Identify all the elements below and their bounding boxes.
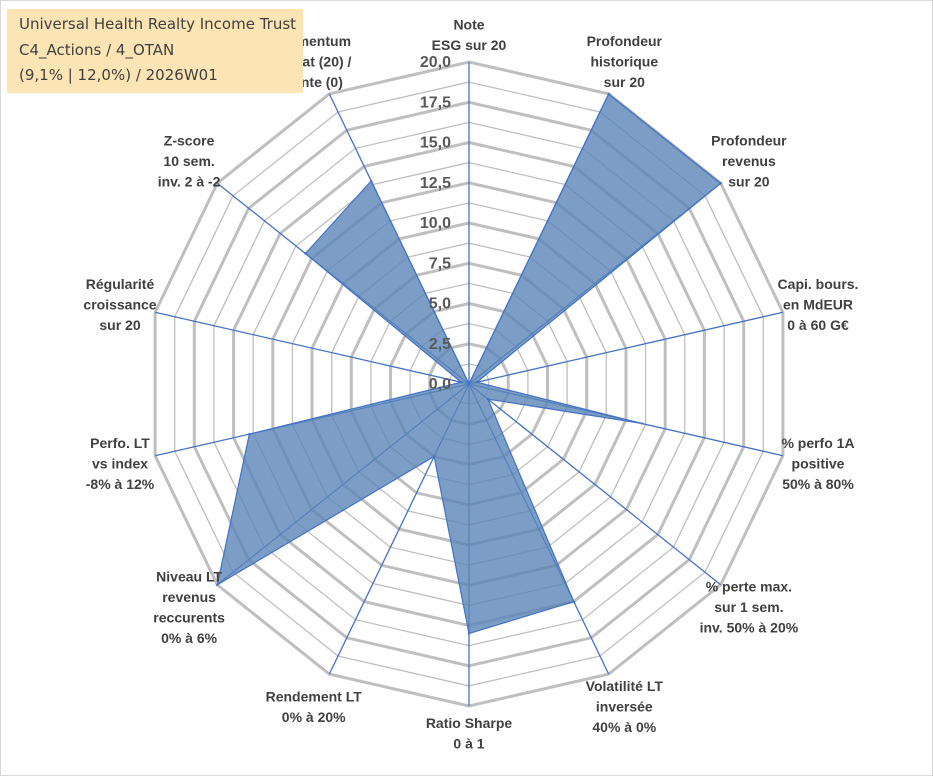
axis-label: Rendement LT 0% à 20%	[266, 688, 363, 725]
axis-label-line: -8% à 12%	[86, 476, 155, 492]
chart-period: (9,1% | 12,0%) / 2026W01	[19, 66, 218, 84]
axis-label-line: Volatilité LT	[586, 678, 664, 694]
axis-label-line: historique	[590, 54, 658, 70]
chart-subtitle: C4_Actions / 4_OTAN	[19, 41, 175, 59]
axis-label-line: Ratio Sharpe	[426, 715, 513, 731]
tick-label: 12,5	[420, 175, 451, 192]
axis-label-line: croissance	[83, 296, 156, 312]
axis-label-line: inv. 50% à 20%	[700, 620, 799, 636]
axis-label-line: Capi. bours.	[778, 276, 859, 292]
tick-label: 2,5	[429, 336, 451, 353]
axis-label: % perfo 1A positive 50% à 80%	[781, 435, 854, 492]
axis-label-line: inv. 2 à -2	[158, 173, 221, 189]
data-point	[304, 252, 307, 255]
data-point	[475, 381, 478, 384]
axis-label-line: 0% à 20%	[282, 709, 346, 725]
axis-label: Régularité croissance sur 20	[83, 276, 156, 333]
axis-label-line: Niveau LT	[156, 569, 222, 585]
data-point	[640, 422, 643, 425]
data-point	[467, 382, 471, 386]
data-point	[719, 182, 722, 185]
axis-label: Perfo. LT vs index -8% à 12%	[86, 435, 155, 492]
data-point	[370, 179, 373, 183]
axis-label: % perte max. sur 1 sem. inv. 50% à 20%	[700, 579, 799, 636]
axis-label-line: sur 1 sem.	[714, 599, 783, 615]
tick-labels: 0,0 2,5 5,0 7,5 10,0 12,5 15,0 17,5 20,0	[420, 54, 451, 393]
axis-label-line: Rendement LT	[266, 688, 363, 704]
axis-label: Z-score 10 sem. inv. 2 à -2	[158, 132, 221, 189]
axis-label-line: positive	[792, 456, 845, 472]
axis-label-line: en MdEUR	[783, 296, 853, 312]
axis-spoke	[468, 383, 722, 586]
tick-label: 5,0	[429, 296, 451, 313]
axis-label: Volatilité LT inversée 40% à 0%	[586, 678, 664, 735]
chart-title: Universal Health Realty Income Trust	[19, 15, 297, 33]
axis-label: Profondeur historique sur 20	[587, 33, 663, 90]
tick-label: 10,0	[420, 215, 451, 232]
data-point	[467, 632, 471, 635]
axis-label-line: ESG sur 20	[432, 37, 507, 53]
axis-label-line: % perfo 1A	[781, 435, 854, 451]
tick-label: 7,5	[429, 255, 451, 272]
axis-label-line: Perfo. LT	[90, 435, 150, 451]
axis-label-line: sur 20	[728, 173, 769, 189]
axis-label-line: 40% à 0%	[592, 719, 656, 735]
data-point	[248, 433, 251, 436]
data-point	[460, 381, 463, 384]
data-point	[216, 583, 219, 586]
axis-label-line: Z-score	[164, 132, 215, 148]
axis-label-line: inversée	[596, 699, 653, 715]
axis-label-line: reccurents	[153, 610, 225, 626]
axis-label: Capi. bours. en MdEUR 0 à 60 G€	[778, 276, 859, 333]
axis-label-line: vs index	[92, 456, 148, 472]
axis-label-line: % perte max.	[706, 579, 792, 595]
data-point	[486, 397, 490, 401]
axis-label-line: revenus	[162, 589, 216, 605]
data-point	[432, 455, 436, 458]
tick-label: 0,0	[429, 376, 451, 393]
tick-label: 17,5	[420, 94, 451, 111]
data-point	[572, 600, 575, 603]
axis-label: Profondeur revenus sur 20	[711, 132, 787, 189]
axis-label: Note ESG sur 20	[432, 17, 507, 54]
axis-label-line: Profondeur	[711, 132, 787, 148]
axis-spoke	[154, 311, 470, 385]
tick-label: 20,0	[420, 54, 451, 71]
data-point	[607, 92, 610, 96]
axis-label-line: 50% à 80%	[782, 476, 854, 492]
tick-label: 15,0	[420, 135, 451, 152]
axis-label-line: 0% à 6%	[161, 630, 218, 646]
axis-label-line: Régularité	[86, 276, 155, 292]
axis-label-line: Note	[453, 17, 484, 33]
axis-label-line: revenus	[722, 153, 776, 169]
axis-label-line: Profondeur	[587, 33, 663, 49]
axis-label: Niveau LT revenus reccurents 0% à 6%	[153, 569, 225, 647]
axis-label: Ratio Sharpe 0 à 1	[426, 715, 513, 752]
axis-label-line: 0 à 1	[453, 736, 484, 752]
axis-label-line: 0 à 60 G€	[787, 317, 849, 333]
data-series	[216, 92, 722, 635]
axis-spoke	[468, 311, 784, 385]
chart-title-box: Universal Health Realty Income Trust C4_…	[7, 9, 303, 93]
axis-label-line: 10 sem.	[163, 153, 214, 169]
axis-label-line: sur 20	[604, 74, 645, 90]
axis-label-line: sur 20	[99, 317, 140, 333]
